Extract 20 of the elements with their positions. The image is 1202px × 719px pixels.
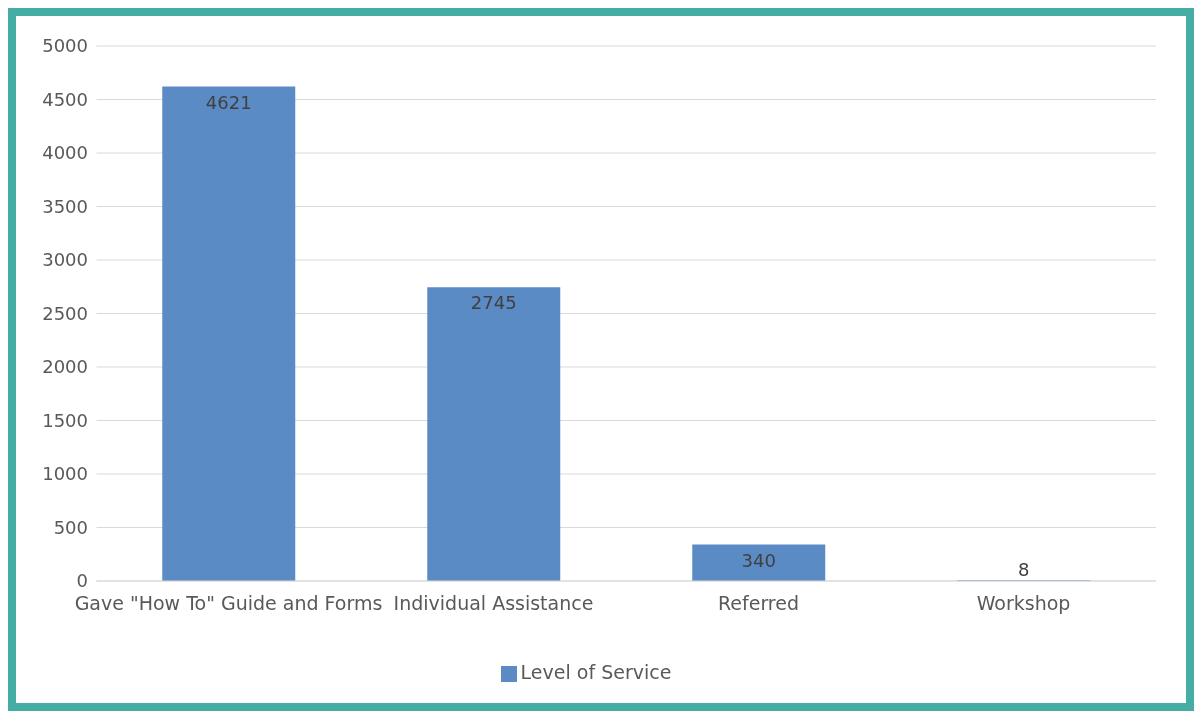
x-tick-label: Individual Assistance: [393, 592, 594, 615]
y-tick-label: 1500: [42, 409, 88, 431]
y-tick-label: 1000: [42, 463, 88, 485]
x-tick-label: Referred: [717, 592, 800, 615]
y-tick-label: 3000: [42, 249, 88, 271]
y-tick-label: 4000: [42, 142, 88, 164]
y-tick-label: 5000: [42, 35, 88, 57]
data-label: 2745: [470, 292, 517, 314]
x-tick-label: Workshop: [976, 592, 1071, 615]
y-tick-label: 0: [76, 570, 88, 592]
y-tick-label: 4500: [42, 88, 88, 110]
data-label: 4621: [205, 91, 252, 113]
y-tick-label: 3500: [42, 195, 88, 217]
y-tick-label: 2500: [42, 302, 88, 324]
legend-label: Level of Service: [520, 661, 672, 683]
data-label: 340: [741, 549, 776, 571]
y-tick-label: 500: [53, 516, 88, 538]
y-tick-label: 2000: [42, 356, 88, 378]
x-tick-label: Gave "How To" Guide and Forms: [74, 592, 383, 615]
data-label: 8: [1018, 559, 1030, 581]
